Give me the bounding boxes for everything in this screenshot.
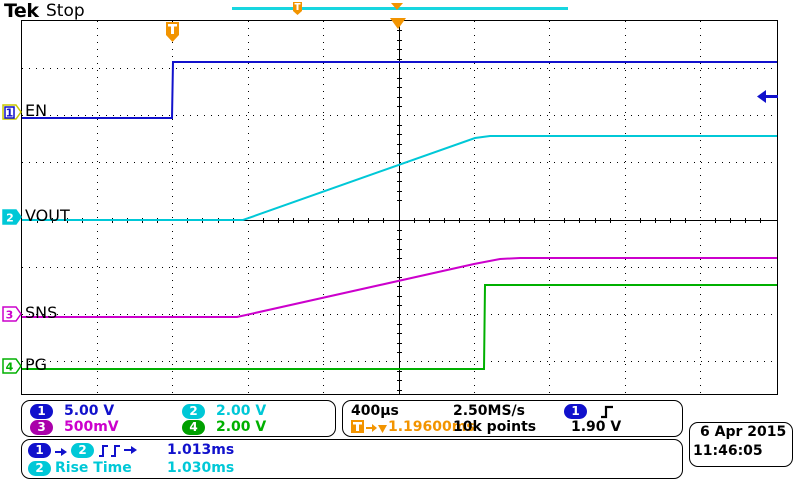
ch1-vertical-scale[interactable]: 5.00 V (64, 403, 115, 419)
center-vertical-axis (399, 21, 400, 394)
svg-text:3: 3 (6, 309, 14, 322)
waveform-graticule[interactable] (21, 20, 778, 395)
time-per-division[interactable]: 400µs (351, 403, 399, 419)
svg-text:2: 2 (6, 212, 14, 225)
ch2-vertical-scale[interactable]: 2.00 V (216, 403, 267, 419)
channel-label-2: VOUT (25, 206, 70, 225)
channel-label-1: EN (25, 101, 48, 120)
sample-rate: 2.50MS/s (453, 403, 526, 419)
channel-label-3: SNS (25, 303, 58, 322)
trigger-position-value[interactable]: 1.19600ms (388, 419, 475, 435)
trace-ch2-vout (22, 135, 777, 221)
trace-ch4-pg (22, 284, 777, 370)
meas-2-value: 1.030ms (167, 460, 235, 476)
trigger-level-arrow-icon[interactable] (757, 89, 779, 104)
meas-1-value: 1.013ms (167, 442, 235, 458)
datetime-panel (689, 422, 793, 467)
trigger-position-marker-icon[interactable] (165, 22, 180, 42)
badge-ch3[interactable]: 3 (30, 420, 53, 435)
channel-label-4: PG (25, 355, 48, 374)
trigger-position-icon (351, 420, 364, 433)
ch4-vertical-scale[interactable]: 2.00 V (216, 419, 267, 435)
record-length: 10k points (453, 419, 537, 435)
channel-marker-3[interactable]: 3 (2, 306, 22, 322)
delay-rise-rise-icon (99, 445, 137, 457)
channel-marker-2[interactable]: 2 (2, 209, 22, 225)
badge-ch4[interactable]: 4 (182, 420, 205, 435)
horizontal-trigger-panel[interactable]: 400µs 2.50MS/s 1.19600ms 10k points 1 1.… (342, 400, 683, 437)
meas-1-source-b-badge[interactable]: 2 (71, 443, 94, 458)
trace-ch1-en (22, 61, 777, 119)
meas-1-source-a-badge[interactable]: 1 (28, 443, 51, 458)
ch3-vertical-scale[interactable]: 500mV (64, 419, 119, 435)
meas-2-label: Rise Time (55, 460, 132, 476)
svg-text:4: 4 (6, 361, 14, 374)
measurement-panel[interactable]: 1 2 1.013ms 2 Rise Time 1.030ms (21, 439, 683, 479)
channel-settings-panel[interactable]: 1 5.00 V 2 2.00 V 3 500mV 4 2.00 V (21, 400, 336, 437)
trigger-source-badge[interactable]: 1 (564, 404, 587, 419)
time-text: 11:46:05 (693, 443, 763, 459)
badge-ch1[interactable]: 1 (30, 404, 53, 419)
trigger-delay-arrow-icon (366, 424, 387, 433)
center-horizontal-axis (22, 220, 777, 221)
arrow-right-icon (55, 448, 67, 456)
rising-edge-icon (601, 405, 613, 419)
trigger-expansion-arrow-icon (390, 18, 406, 29)
expansion-point-arrow-icon (391, 3, 403, 10)
channel-marker-1[interactable]: 1 (2, 104, 22, 120)
trigger-level-value[interactable]: 1.90 V (571, 419, 622, 435)
trace-ch3-sns (22, 257, 777, 318)
badge-ch2[interactable]: 2 (182, 404, 205, 419)
meas-2-source-badge[interactable]: 2 (28, 461, 51, 476)
date-text: 6 Apr 2015 (700, 424, 787, 440)
tek-logo: Tek (4, 0, 39, 22)
record-trigger-marker-icon (293, 2, 302, 15)
acquisition-state: Stop (46, 1, 85, 21)
svg-text:1: 1 (6, 107, 14, 120)
channel-marker-4[interactable]: 4 (2, 358, 22, 374)
